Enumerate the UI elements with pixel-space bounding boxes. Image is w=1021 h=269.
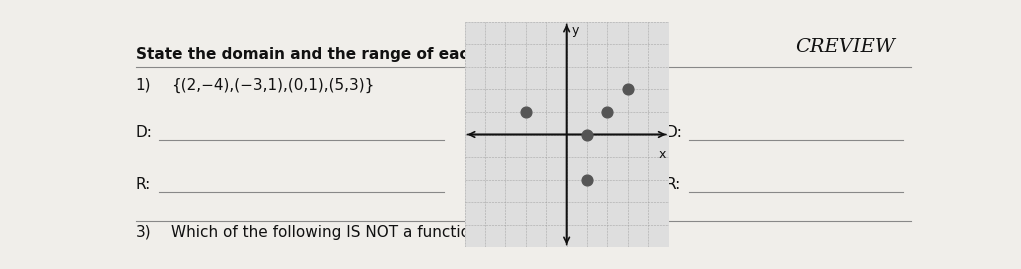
Text: 1): 1) <box>136 78 151 93</box>
Text: 2): 2) <box>472 78 487 93</box>
Text: D:: D: <box>136 125 152 140</box>
Point <box>579 132 595 137</box>
Text: y: y <box>572 24 579 37</box>
Text: D:: D: <box>666 125 683 140</box>
Text: {(2,−4),(−3,1),(0,1),(5,3)}: {(2,−4),(−3,1),(0,1),(5,3)} <box>172 78 375 93</box>
Point <box>599 110 616 114</box>
Text: 3): 3) <box>136 225 151 240</box>
Text: R:: R: <box>666 177 681 192</box>
Text: CREVIEW: CREVIEW <box>795 38 895 56</box>
Text: Which of the following IS NOT a function...: Which of the following IS NOT a function… <box>172 225 494 240</box>
Point <box>518 110 534 114</box>
Point <box>579 178 595 182</box>
Text: R:: R: <box>136 177 151 192</box>
Point <box>620 87 636 91</box>
Text: State the domain and the range of each relation: State the domain and the range of each r… <box>136 47 551 62</box>
Text: x: x <box>659 148 667 161</box>
